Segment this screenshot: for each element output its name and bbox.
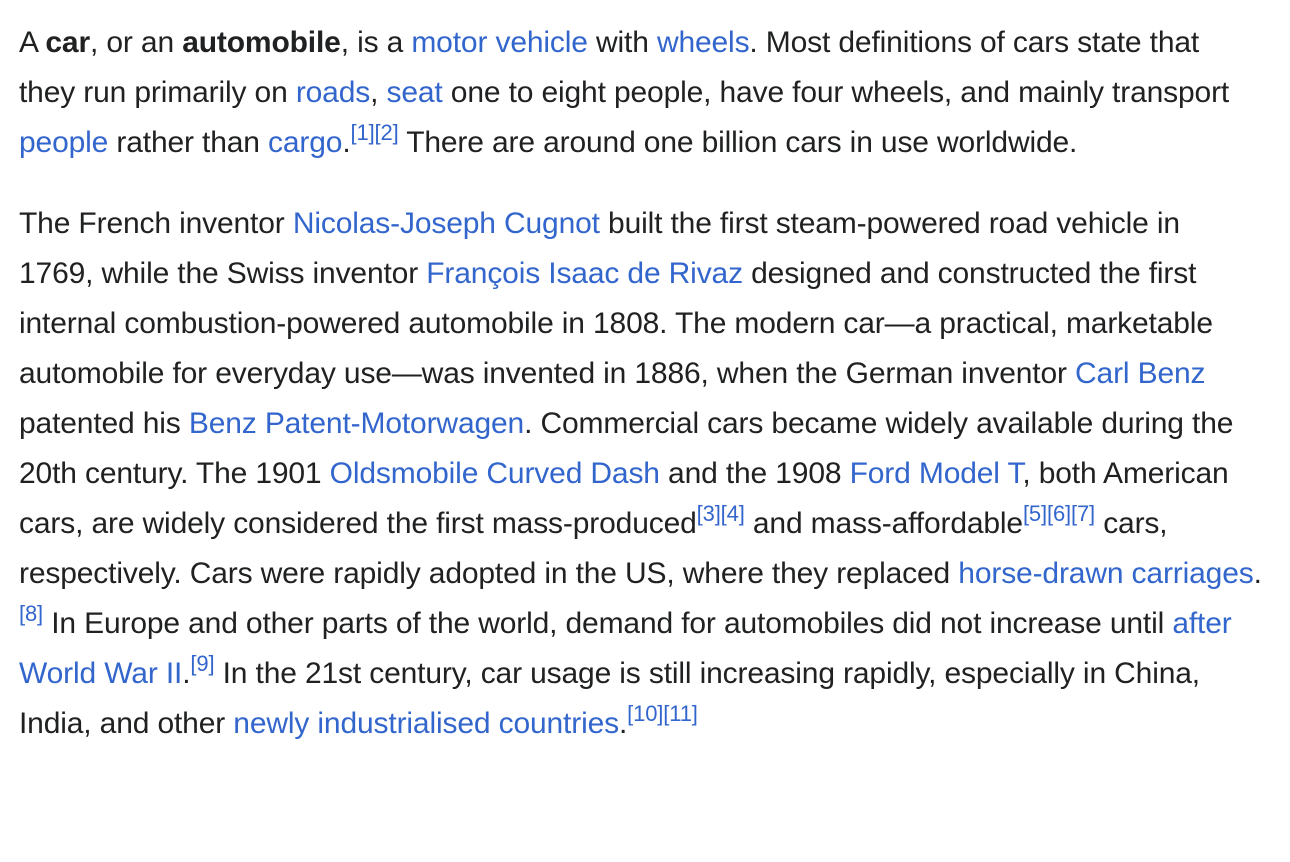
text: , or an: [90, 26, 183, 59]
text: ,: [370, 76, 387, 109]
link-newly-industrialised-countries[interactable]: newly industrialised countries: [233, 707, 619, 740]
link-francois-isaac-de-rivaz[interactable]: François Isaac de Rivaz: [426, 257, 743, 290]
text: rather than: [108, 126, 269, 159]
text: and the 1908: [659, 457, 850, 490]
reference-7[interactable]: [7]: [1071, 501, 1096, 526]
reference-8[interactable]: [8]: [19, 601, 44, 626]
reference-10[interactable]: [10]: [627, 701, 664, 726]
reference-group: [3][4]: [697, 501, 745, 526]
text: In the 21st century, car usage is still …: [19, 657, 1200, 740]
reference-2[interactable]: [2]: [374, 120, 399, 145]
text: . Most definitions of cars state that th…: [19, 26, 1200, 109]
reference-group: [10][11]: [627, 701, 698, 726]
reference-group: [1][2]: [351, 120, 399, 145]
term-car: car: [45, 26, 90, 59]
link-horse-drawn-carriages[interactable]: horse-drawn carriages: [958, 557, 1254, 590]
reference-11[interactable]: [11]: [663, 701, 698, 726]
reference-group: [9]: [190, 651, 214, 676]
paragraph-history: The French inventor Nicolas-Joseph Cugno…: [19, 199, 1262, 749]
text: cars, respectively. Cars were rapidly ad…: [19, 507, 1168, 590]
link-ford-model-t[interactable]: Ford Model T: [849, 457, 1023, 490]
link-cargo[interactable]: cargo: [268, 126, 343, 159]
paragraph-intro: A car, or an automobile, is a motor vehi…: [19, 18, 1262, 168]
text: .: [182, 657, 191, 690]
link-nicolas-joseph-cugnot[interactable]: Nicolas-Joseph Cugnot: [292, 207, 600, 240]
reference-3[interactable]: [3]: [696, 501, 721, 526]
reference-4[interactable]: [4]: [720, 501, 745, 526]
link-after-world-war-ii[interactable]: after World War II: [19, 607, 1232, 690]
text: .: [342, 126, 351, 159]
term-automobile: automobile: [182, 26, 341, 59]
link-people[interactable]: people: [19, 126, 109, 159]
text: patented his: [19, 407, 189, 440]
link-motor-vehicle[interactable]: motor vehicle: [411, 26, 588, 59]
reference-group: [8]: [19, 601, 43, 626]
text: and mass-affordable: [744, 507, 1023, 540]
link-oldsmobile-curved-dash[interactable]: Oldsmobile Curved Dash: [329, 457, 660, 490]
text: . Commercial cars became widely availabl…: [19, 407, 1234, 490]
link-wheels[interactable]: wheels: [656, 26, 750, 59]
link-carl-benz[interactable]: Carl Benz: [1075, 357, 1206, 390]
text: .: [618, 707, 628, 740]
text: designed and constructed the first inter…: [19, 257, 1213, 390]
reference-9[interactable]: [9]: [190, 651, 215, 676]
article-body: A car, or an automobile, is a motor vehi…: [19, 18, 1262, 749]
link-roads[interactable]: roads: [295, 76, 371, 109]
text: The French inventor: [19, 207, 293, 240]
text: A: [19, 26, 46, 59]
reference-1[interactable]: [1]: [350, 120, 375, 145]
reference-5[interactable]: [5]: [1022, 501, 1047, 526]
reference-group: [5][6][7]: [1023, 501, 1095, 526]
text: .: [1253, 557, 1262, 590]
text: There are around one billion cars in use…: [398, 126, 1078, 159]
text: one to eight people, have four wheels, a…: [442, 76, 1230, 109]
link-benz-patent-motorwagen[interactable]: Benz Patent-Motorwagen: [188, 407, 525, 440]
link-seat[interactable]: seat: [386, 76, 443, 109]
text: built the first steam-powered road vehic…: [19, 207, 1180, 290]
text: with: [587, 26, 657, 59]
text: In Europe and other parts of the world, …: [43, 607, 1173, 640]
reference-6[interactable]: [6]: [1046, 501, 1071, 526]
text: , is a: [340, 26, 412, 59]
text: , both American cars, are widely conside…: [19, 457, 1229, 540]
